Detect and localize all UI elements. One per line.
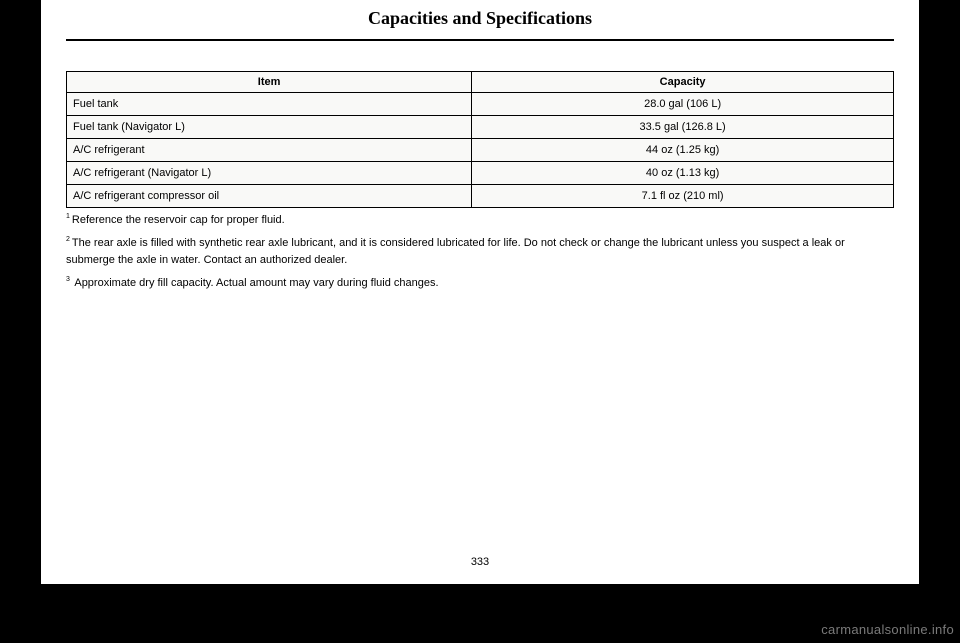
table-row: Fuel tank 28.0 gal (106 L)	[67, 93, 894, 116]
content-area: Item Capacity Fuel tank 28.0 gal (106 L)…	[41, 41, 919, 292]
table-row: Fuel tank (Navigator L) 33.5 gal (126.8 …	[67, 116, 894, 139]
capacities-table: Item Capacity Fuel tank 28.0 gal (106 L)…	[66, 71, 894, 208]
cell-item: Fuel tank	[67, 93, 472, 116]
cell-item: A/C refrigerant	[67, 139, 472, 162]
footnote-num: 2	[66, 236, 70, 243]
watermark-text: carmanualsonline.info	[821, 622, 954, 637]
cell-capacity: 28.0 gal (106 L)	[472, 93, 894, 116]
footnote-text: Approximate dry fill capacity. Actual am…	[72, 277, 439, 289]
page-title: Capacities and Specifications	[41, 0, 919, 29]
footnotes: 1Reference the reservoir cap for proper …	[66, 212, 894, 292]
col-header-capacity: Capacity	[472, 72, 894, 93]
footnote-num: 3	[66, 276, 70, 283]
col-header-item: Item	[67, 72, 472, 93]
footnote-text: The rear axle is filled with synthetic r…	[66, 237, 845, 266]
cell-capacity: 33.5 gal (126.8 L)	[472, 116, 894, 139]
manual-page: Capacities and Specifications Item Capac…	[41, 0, 919, 584]
cell-capacity: 7.1 fl oz (210 ml)	[472, 185, 894, 208]
footnote-num: 1	[66, 213, 70, 220]
table-header-row: Item Capacity	[67, 72, 894, 93]
table-row: A/C refrigerant (Navigator L) 40 oz (1.1…	[67, 162, 894, 185]
footnote-text: Reference the reservoir cap for proper f…	[72, 214, 285, 226]
cell-capacity: 40 oz (1.13 kg)	[472, 162, 894, 185]
footnote-2: 2The rear axle is filled with synthetic …	[66, 235, 894, 269]
table-row: A/C refrigerant 44 oz (1.25 kg)	[67, 139, 894, 162]
footnote-1: 1Reference the reservoir cap for proper …	[66, 212, 894, 229]
table-row: A/C refrigerant compressor oil 7.1 fl oz…	[67, 185, 894, 208]
footnote-3: 3 Approximate dry fill capacity. Actual …	[66, 275, 894, 292]
cell-item: A/C refrigerant (Navigator L)	[67, 162, 472, 185]
cell-item: Fuel tank (Navigator L)	[67, 116, 472, 139]
bottom-bar: carmanualsonline.info	[0, 584, 960, 643]
page-number: 333	[41, 556, 919, 568]
cell-item: A/C refrigerant compressor oil	[67, 185, 472, 208]
cell-capacity: 44 oz (1.25 kg)	[472, 139, 894, 162]
